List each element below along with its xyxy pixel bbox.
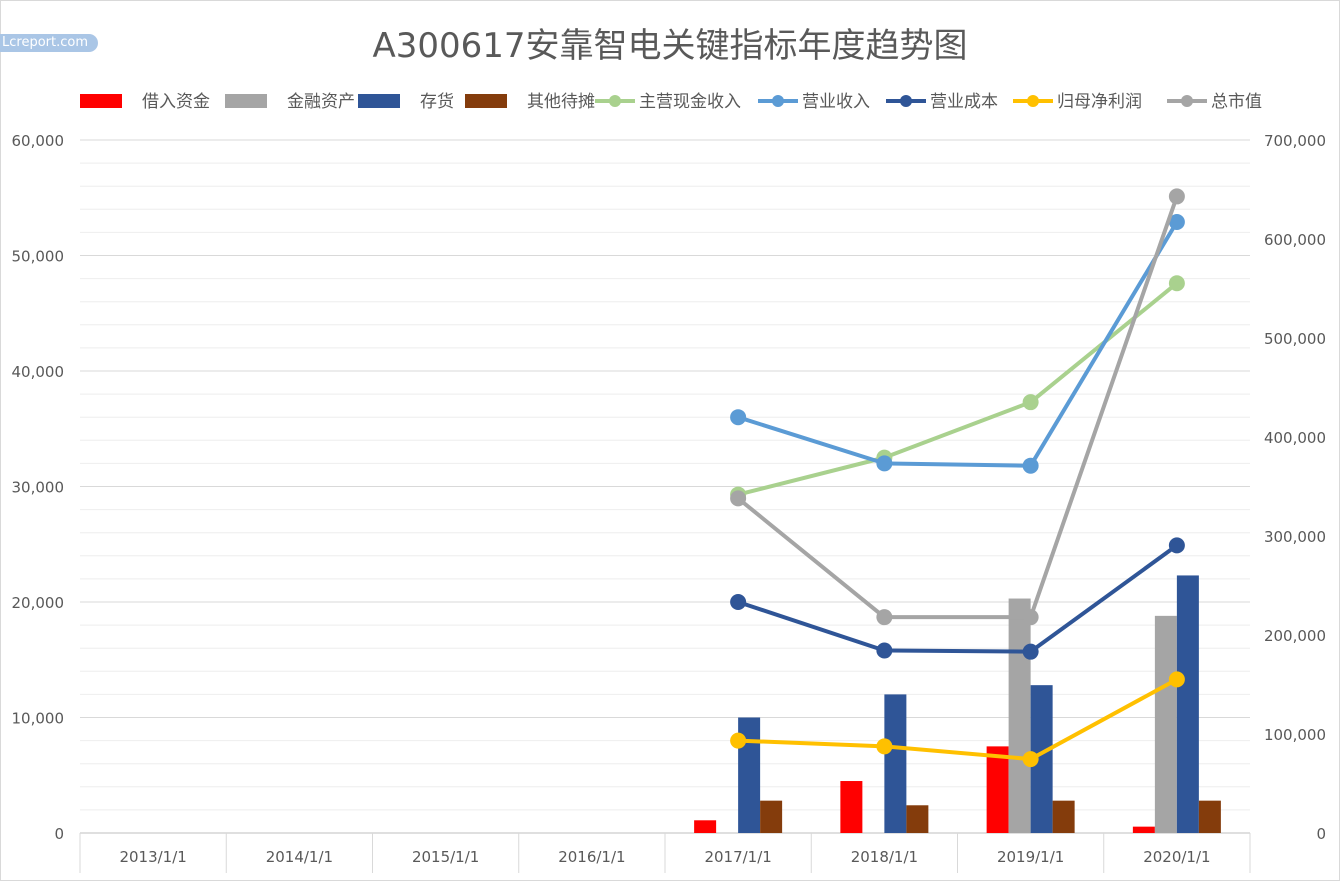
bar xyxy=(986,746,1009,833)
series-point xyxy=(876,738,893,755)
y-right-tick-label: 0 xyxy=(1316,825,1326,843)
y-right-tick-label: 300,000 xyxy=(1264,528,1326,546)
series-point xyxy=(1022,643,1039,660)
legend-label: 存货 xyxy=(420,92,454,112)
legend-label: 归母净利润 xyxy=(1057,92,1142,112)
y-left-tick-label: 30,000 xyxy=(12,479,65,497)
legend-label: 主营现金收入 xyxy=(639,92,741,112)
bar xyxy=(1154,615,1177,833)
series-point xyxy=(730,732,747,749)
legend-marker xyxy=(772,95,784,107)
legend-label: 借入资金 xyxy=(142,92,210,112)
y-left-tick-label: 50,000 xyxy=(12,248,65,266)
bar xyxy=(1008,598,1031,833)
series-point xyxy=(1168,188,1185,205)
legend-label: 营业收入 xyxy=(802,92,870,112)
y-right-tick-label: 200,000 xyxy=(1264,627,1326,645)
series-line xyxy=(737,543,1179,654)
legend-label: 金融资产 xyxy=(287,92,355,112)
bar xyxy=(1052,800,1075,833)
series-point xyxy=(876,455,893,472)
x-tick-label: 2017/1/1 xyxy=(704,848,771,866)
x-tick-label: 2015/1/1 xyxy=(412,848,479,866)
y-left-tick-label: 60,000 xyxy=(12,132,65,150)
series-point xyxy=(730,490,747,507)
legend-marker xyxy=(1181,95,1193,107)
bar xyxy=(1030,685,1053,833)
bar xyxy=(1176,575,1199,833)
series-point xyxy=(730,409,747,426)
legend-label: 总市值 xyxy=(1211,92,1262,112)
series-point xyxy=(1022,751,1039,768)
legend-swatch xyxy=(80,94,122,108)
y-right-tick-label: 400,000 xyxy=(1264,429,1326,447)
series-point xyxy=(1168,214,1185,231)
legend-swatch xyxy=(465,94,507,108)
series-point xyxy=(1168,275,1185,292)
x-tick-label: 2020/1/1 xyxy=(1143,848,1210,866)
x-tick-label: 2014/1/1 xyxy=(266,848,333,866)
bar xyxy=(884,694,907,833)
series-point xyxy=(1168,671,1185,688)
series-line xyxy=(737,220,1179,468)
series-point xyxy=(876,642,893,659)
y-right-tick-label: 500,000 xyxy=(1264,330,1326,348)
series-line xyxy=(738,677,1178,762)
x-tick-label: 2016/1/1 xyxy=(558,848,625,866)
legend-swatch xyxy=(225,94,267,108)
y-left-tick-label: 40,000 xyxy=(12,363,65,381)
series-line xyxy=(736,195,1179,620)
y-right-tick-label: 600,000 xyxy=(1264,231,1326,249)
y-left-tick-label: 0 xyxy=(54,825,64,843)
bar xyxy=(694,820,717,833)
legend-label: 其他待摊 xyxy=(527,92,595,112)
chart-title: A300617安靠智电关键指标年度趋势图 xyxy=(372,26,968,66)
x-tick-label: 2013/1/1 xyxy=(119,848,186,866)
legend-marker xyxy=(1027,95,1039,107)
series-point xyxy=(730,594,747,610)
legend-marker xyxy=(609,95,621,107)
watermark: Lcreport.com xyxy=(0,34,98,52)
y-right-tick-label: 100,000 xyxy=(1264,726,1326,744)
bar xyxy=(1132,826,1155,833)
series-point xyxy=(876,609,893,626)
y-right-tick-label: 700,000 xyxy=(1264,132,1326,150)
legend-marker xyxy=(900,95,912,107)
x-tick-label: 2019/1/1 xyxy=(997,848,1064,866)
bar xyxy=(840,781,863,833)
series-point xyxy=(1168,537,1185,554)
legend-label: 营业成本 xyxy=(930,92,998,112)
x-tick-label: 2018/1/1 xyxy=(851,848,918,866)
legend-swatch xyxy=(358,94,400,108)
bar xyxy=(1198,800,1221,833)
y-left-tick-label: 20,000 xyxy=(12,594,65,612)
series-point xyxy=(1022,394,1039,411)
series-point xyxy=(1022,609,1039,626)
bar xyxy=(760,800,783,833)
series-point xyxy=(1022,457,1039,474)
bar xyxy=(906,805,929,833)
y-left-tick-label: 10,000 xyxy=(12,710,65,728)
